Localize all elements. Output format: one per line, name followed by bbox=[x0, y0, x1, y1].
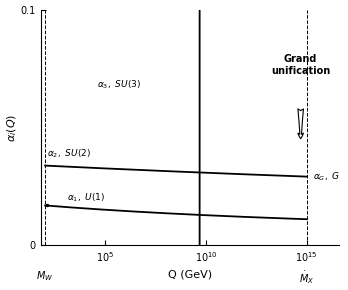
Text: Grand
unification: Grand unification bbox=[271, 54, 330, 75]
Text: $M_W$: $M_W$ bbox=[37, 269, 54, 282]
Text: $\alpha_2,\ \mathit{SU}(2)$: $\alpha_2,\ \mathit{SU}(2)$ bbox=[47, 147, 91, 160]
Text: $\alpha_3,\ \mathit{SU}(3)$: $\alpha_3,\ \mathit{SU}(3)$ bbox=[97, 79, 142, 91]
Y-axis label: $\alpha_i(Q)$: $\alpha_i(Q)$ bbox=[6, 113, 19, 142]
Text: $\dot{M}_X$: $\dot{M}_X$ bbox=[299, 269, 314, 286]
Text: $\alpha_G,\ G$: $\alpha_G,\ G$ bbox=[313, 171, 340, 183]
Text: $\alpha_1,\ \mathit{U}(1)$: $\alpha_1,\ \mathit{U}(1)$ bbox=[67, 192, 105, 204]
X-axis label: Q (GeV): Q (GeV) bbox=[168, 269, 212, 279]
